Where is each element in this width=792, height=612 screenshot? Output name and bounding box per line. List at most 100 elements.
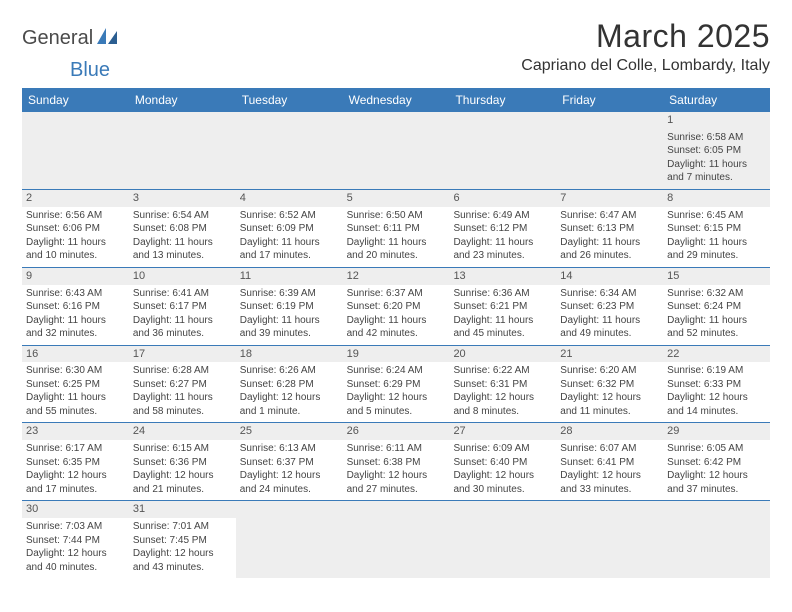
- day-number: 19: [343, 346, 450, 363]
- sunset-text: Sunset: 6:28 PM: [240, 378, 339, 392]
- day-number: 29: [663, 423, 770, 440]
- sunrise-text: Sunrise: 6:22 AM: [453, 364, 552, 378]
- calendar-cell: 22Sunrise: 6:19 AMSunset: 6:33 PMDayligh…: [663, 346, 770, 423]
- daylight-text: Daylight: 12 hours and 5 minutes.: [347, 391, 446, 418]
- daylight-text: Daylight: 11 hours and 20 minutes.: [347, 236, 446, 263]
- sunset-text: Sunset: 6:40 PM: [453, 456, 552, 470]
- calendar-cell-blank: [449, 501, 556, 578]
- daylight-text: Daylight: 11 hours and 26 minutes.: [560, 236, 659, 263]
- sunset-text: Sunset: 6:13 PM: [560, 222, 659, 236]
- day-number: 23: [22, 423, 129, 440]
- day-number: 11: [236, 268, 343, 285]
- sunrise-text: Sunrise: 6:17 AM: [26, 442, 125, 456]
- calendar-cell: 27Sunrise: 6:09 AMSunset: 6:40 PMDayligh…: [449, 423, 556, 500]
- day-number: 9: [22, 268, 129, 285]
- dayhead-sunday: Sunday: [22, 88, 129, 112]
- daylight-text: Daylight: 11 hours and 52 minutes.: [667, 314, 766, 341]
- sunrise-text: Sunrise: 6:39 AM: [240, 287, 339, 301]
- sunset-text: Sunset: 6:31 PM: [453, 378, 552, 392]
- calendar-cell: 29Sunrise: 6:05 AMSunset: 6:42 PMDayligh…: [663, 423, 770, 500]
- sunset-text: Sunset: 6:21 PM: [453, 300, 552, 314]
- sunrise-text: Sunrise: 6:49 AM: [453, 209, 552, 223]
- sunset-text: Sunset: 6:42 PM: [667, 456, 766, 470]
- sunset-text: Sunset: 6:25 PM: [26, 378, 125, 392]
- sunset-text: Sunset: 7:45 PM: [133, 534, 232, 548]
- day-number: 22: [663, 346, 770, 363]
- calendar-cell-blank: [236, 112, 343, 189]
- day-number: 1: [663, 112, 770, 129]
- sunrise-text: Sunrise: 6:19 AM: [667, 364, 766, 378]
- sunrise-text: Sunrise: 6:58 AM: [667, 131, 766, 145]
- sunrise-text: Sunrise: 6:45 AM: [667, 209, 766, 223]
- sunset-text: Sunset: 7:44 PM: [26, 534, 125, 548]
- dayhead-tuesday: Tuesday: [236, 88, 343, 112]
- sunset-text: Sunset: 6:32 PM: [560, 378, 659, 392]
- sunrise-text: Sunrise: 6:26 AM: [240, 364, 339, 378]
- daylight-text: Daylight: 12 hours and 40 minutes.: [26, 547, 125, 574]
- calendar-cell-blank: [236, 501, 343, 578]
- sunset-text: Sunset: 6:06 PM: [26, 222, 125, 236]
- day-number: 13: [449, 268, 556, 285]
- daylight-text: Daylight: 11 hours and 58 minutes.: [133, 391, 232, 418]
- dayhead-monday: Monday: [129, 88, 236, 112]
- week-row: 9Sunrise: 6:43 AMSunset: 6:16 PMDaylight…: [22, 268, 770, 346]
- calendar-page: General March 2025 Capriano del Colle, L…: [0, 0, 792, 588]
- day-number: 2: [22, 190, 129, 207]
- calendar-cell: 15Sunrise: 6:32 AMSunset: 6:24 PMDayligh…: [663, 268, 770, 345]
- calendar-cell: 10Sunrise: 6:41 AMSunset: 6:17 PMDayligh…: [129, 268, 236, 345]
- dayhead-thursday: Thursday: [449, 88, 556, 112]
- daylight-text: Daylight: 12 hours and 11 minutes.: [560, 391, 659, 418]
- daylight-text: Daylight: 11 hours and 7 minutes.: [667, 158, 766, 185]
- calendar-cell: 18Sunrise: 6:26 AMSunset: 6:28 PMDayligh…: [236, 346, 343, 423]
- daylight-text: Daylight: 11 hours and 42 minutes.: [347, 314, 446, 341]
- daylight-text: Daylight: 12 hours and 33 minutes.: [560, 469, 659, 496]
- calendar-cell: 4Sunrise: 6:52 AMSunset: 6:09 PMDaylight…: [236, 190, 343, 267]
- day-number: 7: [556, 190, 663, 207]
- daylight-text: Daylight: 12 hours and 43 minutes.: [133, 547, 232, 574]
- day-number: 8: [663, 190, 770, 207]
- calendar-cell: 24Sunrise: 6:15 AMSunset: 6:36 PMDayligh…: [129, 423, 236, 500]
- day-number: 18: [236, 346, 343, 363]
- calendar-cell: 6Sunrise: 6:49 AMSunset: 6:12 PMDaylight…: [449, 190, 556, 267]
- calendar-cell: 3Sunrise: 6:54 AMSunset: 6:08 PMDaylight…: [129, 190, 236, 267]
- day-number: 28: [556, 423, 663, 440]
- calendar-cell: 30Sunrise: 7:03 AMSunset: 7:44 PMDayligh…: [22, 501, 129, 578]
- day-number: 10: [129, 268, 236, 285]
- daylight-text: Daylight: 11 hours and 39 minutes.: [240, 314, 339, 341]
- calendar-cell: 31Sunrise: 7:01 AMSunset: 7:45 PMDayligh…: [129, 501, 236, 578]
- sunset-text: Sunset: 6:05 PM: [667, 144, 766, 158]
- week-row: 16Sunrise: 6:30 AMSunset: 6:25 PMDayligh…: [22, 346, 770, 424]
- day-number: 24: [129, 423, 236, 440]
- sunset-text: Sunset: 6:09 PM: [240, 222, 339, 236]
- sunrise-text: Sunrise: 6:09 AM: [453, 442, 552, 456]
- sunset-text: Sunset: 6:23 PM: [560, 300, 659, 314]
- sunrise-text: Sunrise: 6:34 AM: [560, 287, 659, 301]
- day-number: 16: [22, 346, 129, 363]
- sunrise-text: Sunrise: 6:28 AM: [133, 364, 232, 378]
- logo: General: [22, 18, 122, 51]
- calendar-cell-blank: [22, 112, 129, 189]
- dayhead-saturday: Saturday: [663, 88, 770, 112]
- calendar-cell: 26Sunrise: 6:11 AMSunset: 6:38 PMDayligh…: [343, 423, 450, 500]
- day-number: 3: [129, 190, 236, 207]
- calendar-cell-blank: [449, 112, 556, 189]
- daylight-text: Daylight: 11 hours and 45 minutes.: [453, 314, 552, 341]
- calendar-grid: Sunday Monday Tuesday Wednesday Thursday…: [22, 88, 770, 578]
- sunset-text: Sunset: 6:36 PM: [133, 456, 232, 470]
- sunrise-text: Sunrise: 6:36 AM: [453, 287, 552, 301]
- daylight-text: Daylight: 12 hours and 17 minutes.: [26, 469, 125, 496]
- daylight-text: Daylight: 11 hours and 55 minutes.: [26, 391, 125, 418]
- dayhead-friday: Friday: [556, 88, 663, 112]
- sunset-text: Sunset: 6:38 PM: [347, 456, 446, 470]
- sunset-text: Sunset: 6:19 PM: [240, 300, 339, 314]
- sunrise-text: Sunrise: 7:03 AM: [26, 520, 125, 534]
- sunrise-text: Sunrise: 6:47 AM: [560, 209, 659, 223]
- sunset-text: Sunset: 6:16 PM: [26, 300, 125, 314]
- weeks-container: 1Sunrise: 6:58 AMSunset: 6:05 PMDaylight…: [22, 112, 770, 578]
- day-number: 26: [343, 423, 450, 440]
- daylight-text: Daylight: 12 hours and 21 minutes.: [133, 469, 232, 496]
- calendar-cell: 5Sunrise: 6:50 AMSunset: 6:11 PMDaylight…: [343, 190, 450, 267]
- daylight-text: Daylight: 11 hours and 23 minutes.: [453, 236, 552, 263]
- sunset-text: Sunset: 6:08 PM: [133, 222, 232, 236]
- sunset-text: Sunset: 6:12 PM: [453, 222, 552, 236]
